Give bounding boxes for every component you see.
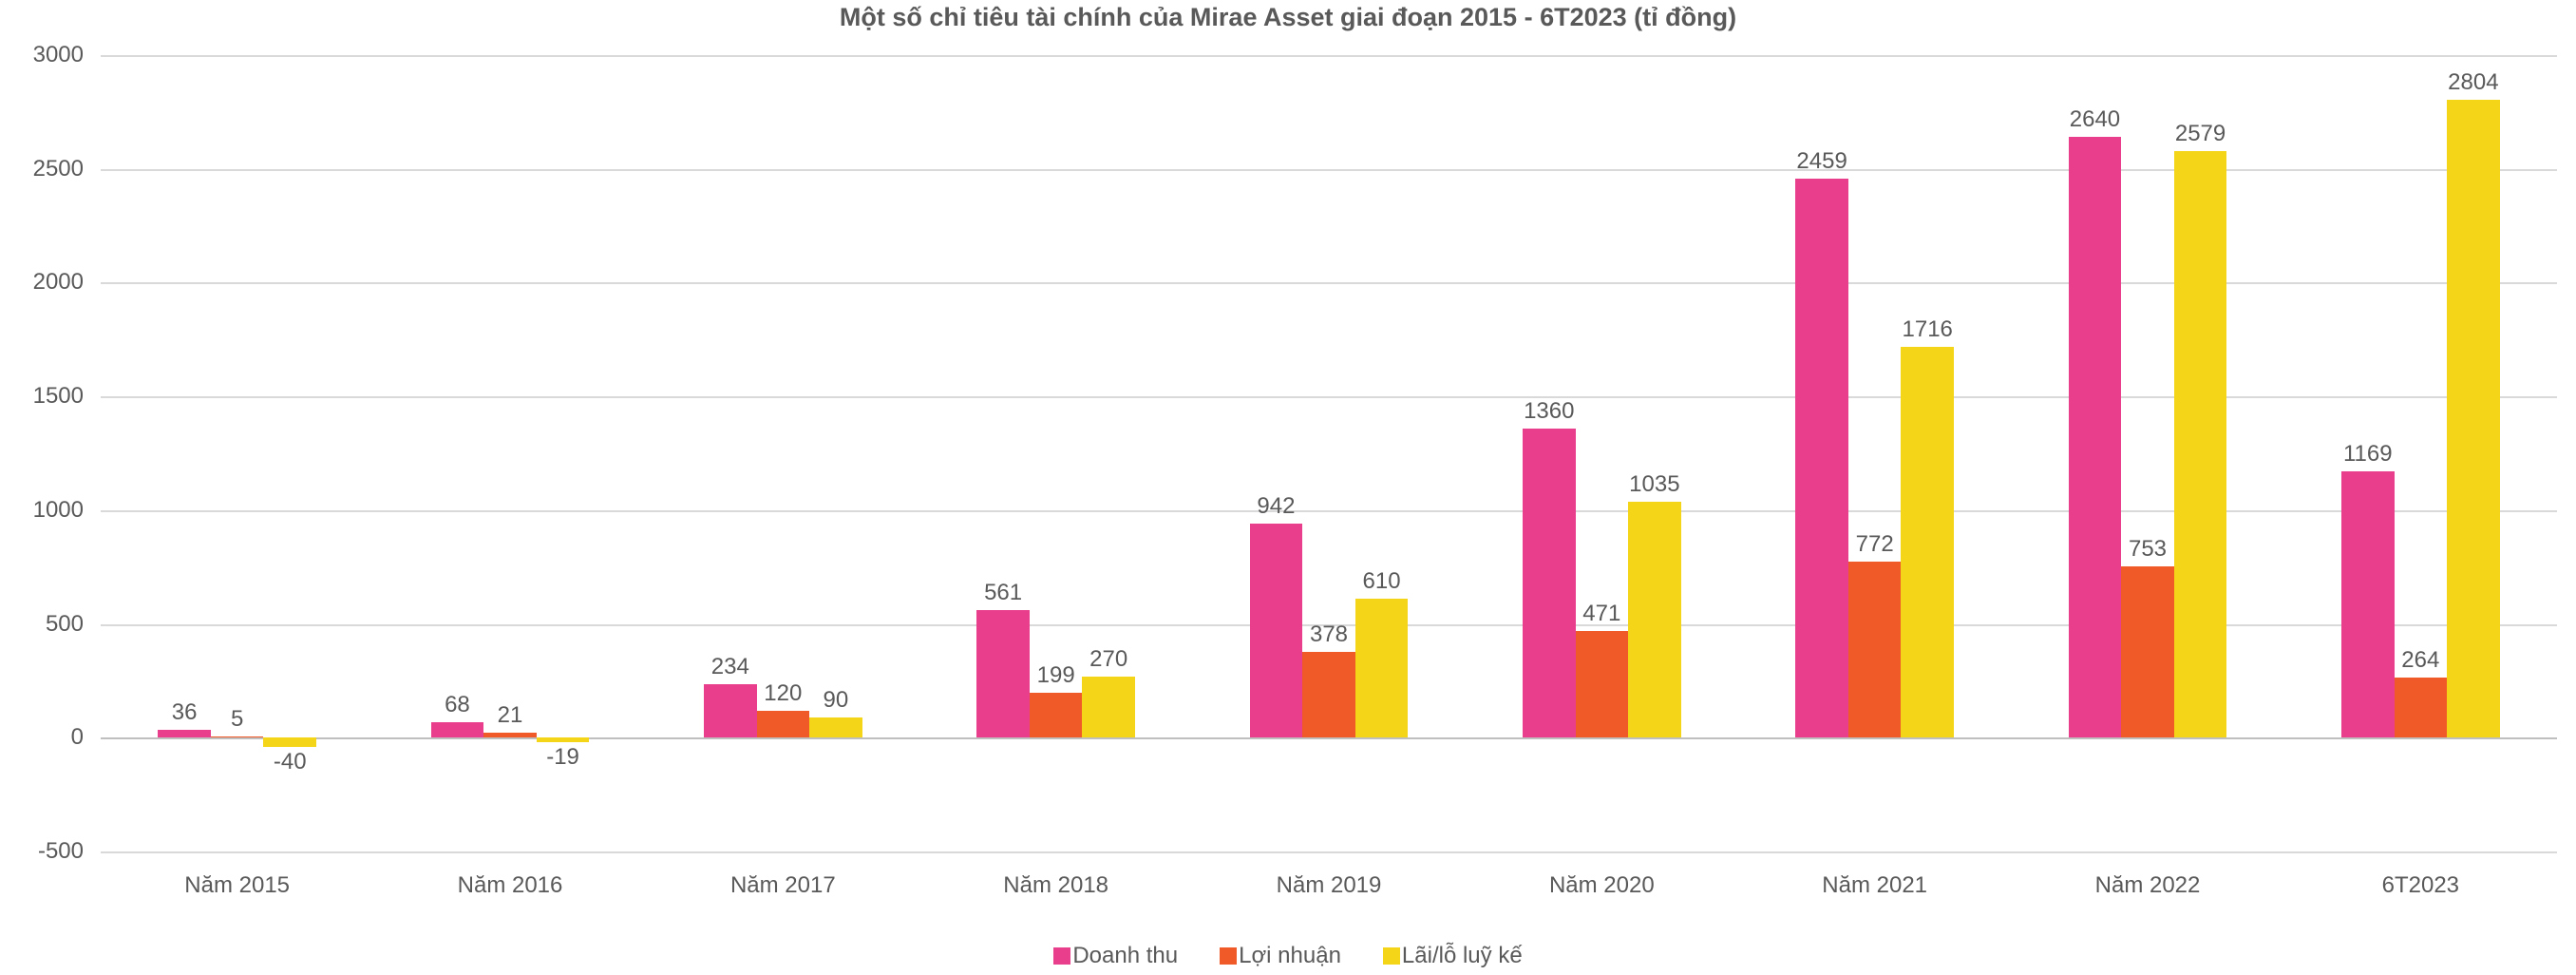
x-axis-tick-label: 6T2023 — [2382, 851, 2459, 899]
bar-value-label: 2579 — [2175, 121, 2226, 147]
plot-area: -500050010001500200025003000Năm 2015365-… — [101, 55, 2557, 851]
bar — [2069, 137, 2122, 737]
bar-value-label: 264 — [2401, 647, 2439, 674]
gridline — [101, 737, 2557, 739]
x-axis-tick-label: Năm 2015 — [184, 851, 290, 899]
bar — [809, 717, 862, 738]
x-axis-tick-label: Năm 2018 — [1003, 851, 1108, 899]
x-axis-tick-label: Năm 2019 — [1277, 851, 1382, 899]
bar — [1523, 429, 1576, 738]
bar-value-label: 1035 — [1629, 471, 1679, 498]
bar — [1250, 524, 1303, 738]
chart-container: Một số chỉ tiêu tài chính của Mirae Asse… — [0, 0, 2576, 975]
y-axis-tick-label: 0 — [71, 724, 101, 751]
bar — [158, 730, 211, 738]
gridline — [101, 55, 2557, 57]
legend-item: Doanh thu — [1053, 943, 1178, 969]
bar-value-label: 234 — [711, 654, 749, 680]
bar-value-label: 21 — [498, 702, 523, 729]
bar — [1355, 599, 1409, 737]
bar-value-label: 2804 — [2448, 69, 2498, 96]
bar — [483, 733, 537, 737]
bar — [211, 736, 264, 737]
y-axis-tick-label: 1000 — [33, 497, 101, 524]
chart-title: Một số chỉ tiêu tài chính của Mirae Asse… — [0, 3, 2576, 32]
bar — [1030, 693, 1083, 738]
legend-swatch — [1053, 947, 1070, 965]
bar — [1795, 179, 1848, 738]
bar-value-label: 270 — [1089, 646, 1127, 673]
legend-label: Lãi/lỗ luỹ kế — [1402, 943, 1523, 969]
bar-value-label: 610 — [1363, 568, 1401, 595]
y-axis-tick-label: 500 — [46, 611, 101, 638]
bar-value-label: 772 — [1856, 531, 1894, 558]
bar-value-label: 753 — [2129, 536, 2167, 563]
bar — [1901, 347, 1954, 737]
bar-value-label: 120 — [764, 680, 802, 707]
bar — [1576, 631, 1629, 738]
bar-value-label: -19 — [546, 744, 579, 771]
legend-swatch — [1220, 947, 1237, 965]
y-axis-tick-label: 2000 — [33, 269, 101, 296]
legend: Doanh thu Lợi nhuận Lãi/lỗ luỹ kế — [0, 943, 2576, 969]
y-axis-tick-label: 3000 — [33, 42, 101, 68]
y-axis-tick-label: -500 — [38, 838, 101, 865]
legend-swatch — [1383, 947, 1400, 965]
legend-item: Lãi/lỗ luỹ kế — [1383, 943, 1523, 969]
bar — [2341, 471, 2395, 737]
bar-value-label: 2459 — [1796, 148, 1847, 175]
bar — [704, 684, 757, 737]
bar-value-label: 1716 — [1903, 316, 1953, 343]
bar — [2447, 100, 2500, 737]
bar — [2121, 566, 2174, 737]
legend-label: Doanh thu — [1072, 943, 1178, 969]
bar — [976, 610, 1030, 737]
x-axis-tick-label: Năm 2021 — [1822, 851, 1927, 899]
x-axis-tick-label: Năm 2017 — [730, 851, 836, 899]
bar — [1082, 677, 1135, 738]
bar-value-label: -40 — [274, 749, 307, 775]
x-axis-tick-label: Năm 2020 — [1549, 851, 1655, 899]
legend-label: Lợi nhuận — [1239, 943, 1341, 969]
bar-value-label: 471 — [1582, 601, 1620, 627]
bar — [263, 737, 316, 747]
bar-value-label: 1360 — [1524, 398, 1574, 425]
y-axis-tick-label: 2500 — [33, 156, 101, 182]
x-axis-tick-label: Năm 2016 — [458, 851, 563, 899]
bar-value-label: 561 — [984, 580, 1022, 606]
bar — [1848, 562, 1902, 737]
bar-value-label: 378 — [1310, 621, 1348, 648]
bar — [2395, 678, 2448, 737]
bar-value-label: 36 — [172, 699, 198, 726]
bar-value-label: 90 — [824, 687, 849, 714]
y-axis-tick-label: 1500 — [33, 383, 101, 410]
bar-value-label: 2640 — [2070, 106, 2120, 133]
legend-item: Lợi nhuận — [1220, 943, 1341, 969]
bar — [2174, 151, 2227, 737]
bar — [1302, 652, 1355, 738]
bar — [431, 722, 484, 737]
bar — [1628, 502, 1681, 737]
bar-value-label: 199 — [1037, 662, 1075, 689]
x-axis-tick-label: Năm 2022 — [2095, 851, 2201, 899]
bar — [537, 737, 590, 742]
bar-value-label: 68 — [445, 692, 470, 718]
bar-value-label: 1169 — [2343, 441, 2393, 468]
bar-value-label: 942 — [1257, 493, 1295, 520]
bar-value-label: 5 — [231, 706, 243, 733]
bar — [757, 711, 810, 738]
